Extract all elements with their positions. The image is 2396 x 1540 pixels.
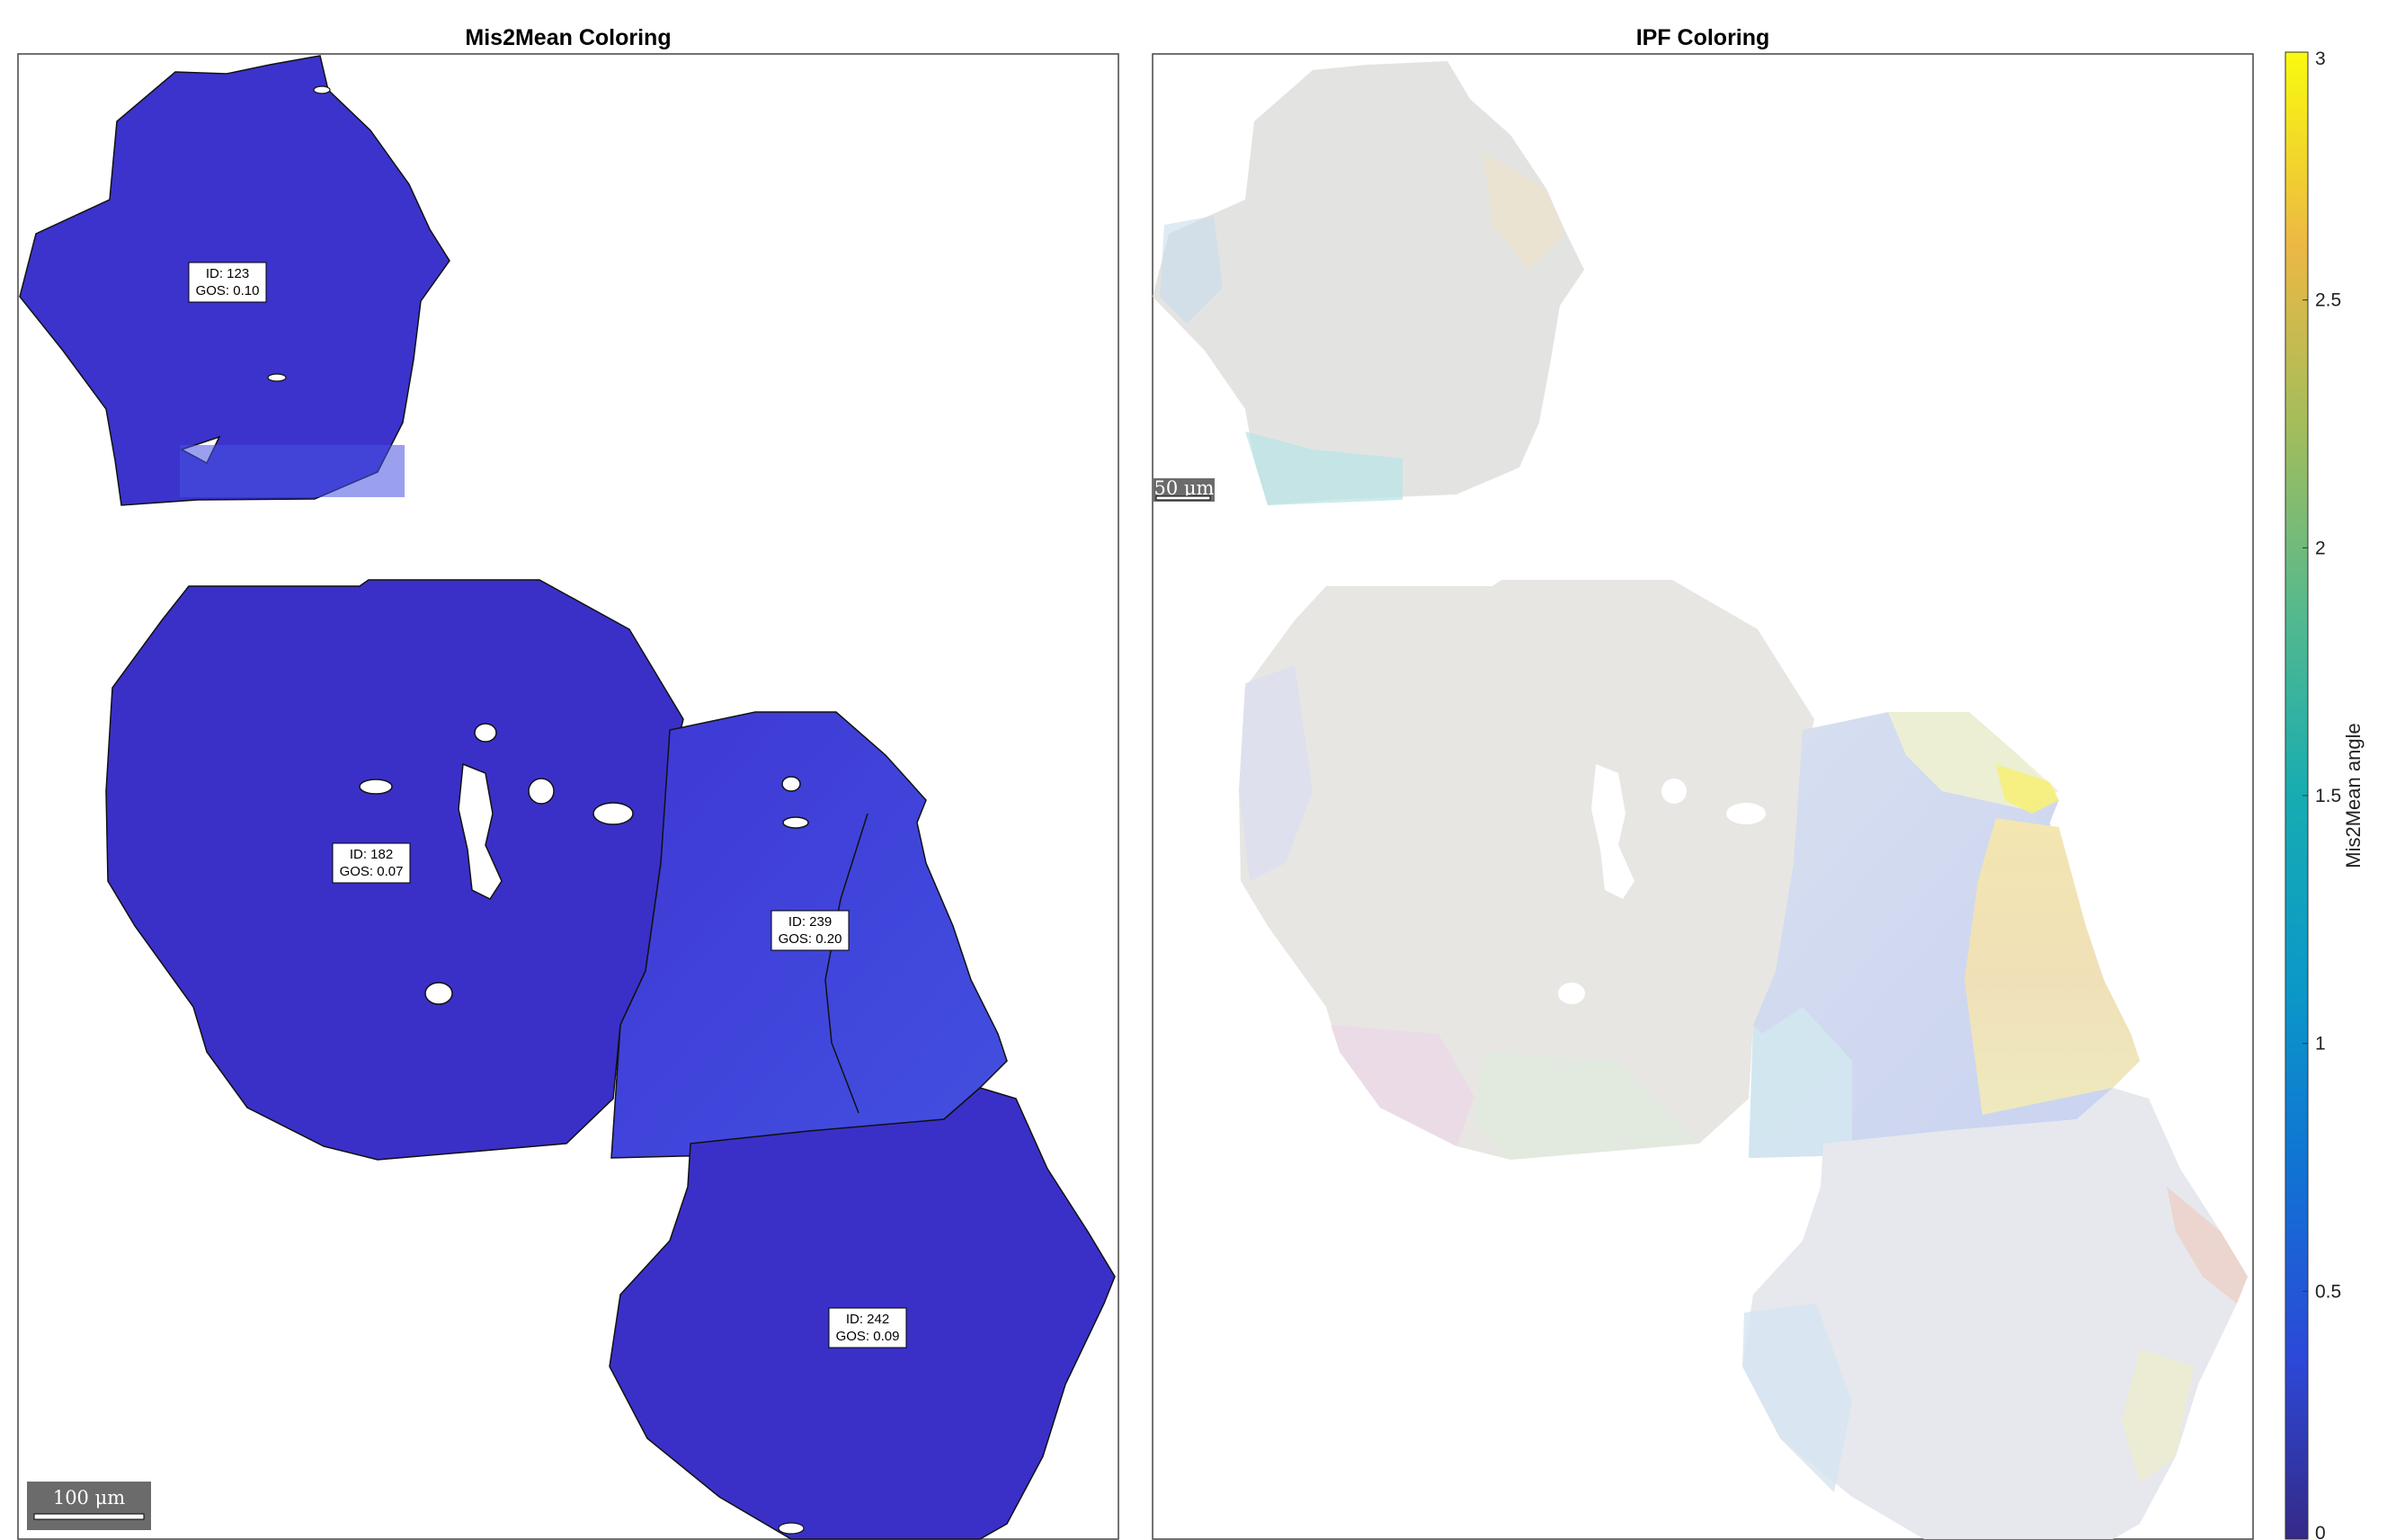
grain-239-void-small [782, 816, 809, 829]
ipf-grain-182-green-region [1474, 1052, 1699, 1160]
grain-239-subboundary [824, 813, 868, 1114]
ipf-void [1591, 764, 1634, 899]
grain-242-void-small [778, 1522, 805, 1535]
ipf-grain-123-cyan-region [1245, 432, 1403, 505]
scalebar-left: 100 μm [27, 1482, 151, 1530]
svg-text:GOS: 0.09: GOS: 0.09 [836, 1329, 900, 1344]
svg-text:GOS: 0.10: GOS: 0.10 [196, 283, 260, 298]
grain-182-void-small [592, 802, 634, 825]
grain-182-void-small [359, 779, 393, 795]
grain-182-void [458, 762, 503, 900]
grain-123-high-strip [180, 445, 405, 497]
ipf-grain-182[interactable] [1239, 580, 1814, 1160]
colorbar-tick-label: 0.5 [2315, 1281, 2341, 1302]
ipf-grain-242-salmon-region [2167, 1187, 2248, 1304]
colorbar-tick-label: 1.5 [2315, 786, 2341, 806]
colorbar-tick-label: 2 [2315, 538, 2326, 558]
ipf-grain-242-lightblue-region [1742, 1304, 1852, 1492]
grain-label-242: ID: 242 GOS: 0.09 [828, 1307, 907, 1349]
scalebar-right: 50 μm [1153, 477, 1215, 502]
colorbar: 0 0.5 1 1.5 2 2.5 3 Mis2Mean angle [2285, 49, 2365, 1540]
svg-text:50 μm: 50 μm [1154, 477, 1215, 499]
colorbar-tick-label: 2.5 [2315, 290, 2341, 311]
ipf-grain-239-cream-region [1964, 818, 2140, 1115]
colorbar-tick-label: 1 [2315, 1034, 2326, 1055]
svg-text:100 μm: 100 μm [53, 1487, 125, 1509]
colorbar-tick-label: 0 [2315, 1523, 2326, 1540]
left-panel-title: Mis2Mean Coloring [465, 25, 671, 50]
grain-182-void-small [528, 778, 555, 805]
grain-label-123: ID: 123 GOS: 0.10 [188, 262, 267, 303]
ipf-grain-242-cream-region [2122, 1349, 2194, 1483]
ipf-void [1661, 779, 1687, 804]
grain-label-239: ID: 239 GOS: 0.20 [770, 910, 850, 951]
ipf-void [1726, 803, 1766, 824]
svg-text:ID: 242: ID: 242 [846, 1312, 889, 1327]
svg-text:ID: 239: ID: 239 [788, 914, 832, 930]
grain-123-void-small [267, 373, 287, 382]
grain-label-182: ID: 182 GOS: 0.07 [332, 842, 411, 884]
ipf-grain-123-tan-region [1483, 153, 1564, 270]
svg-text:ID: 123: ID: 123 [206, 266, 249, 281]
right-panel-title: IPF Coloring [1636, 25, 1770, 50]
grain-182-void-small [474, 723, 497, 743]
ipf-grain-239-bright-yellow-region [1996, 764, 2059, 814]
svg-text:ID: 182: ID: 182 [350, 847, 393, 862]
ipf-grain-242[interactable] [1742, 1088, 2248, 1539]
grain-182-void-small [424, 982, 453, 1005]
ipf-grain-182-lavender-region [1239, 665, 1313, 881]
colorbar-tick-label: 3 [2315, 49, 2326, 69]
svg-text:GOS: 0.07: GOS: 0.07 [340, 864, 404, 879]
colorbar-label: Mis2Mean angle [2342, 723, 2365, 868]
ipf-grain-123-blue-region [1160, 216, 1223, 324]
ipf-void [1558, 983, 1585, 1004]
ipf-grain-239-lightblue-region [1749, 1007, 1852, 1158]
grain-239-void-small [781, 776, 801, 792]
grain-123-void-small [313, 85, 331, 94]
ipf-grain-123[interactable] [1153, 61, 1584, 505]
svg-text:GOS: 0.20: GOS: 0.20 [779, 931, 842, 947]
ipf-grain-182-pink-region [1331, 1025, 1474, 1146]
